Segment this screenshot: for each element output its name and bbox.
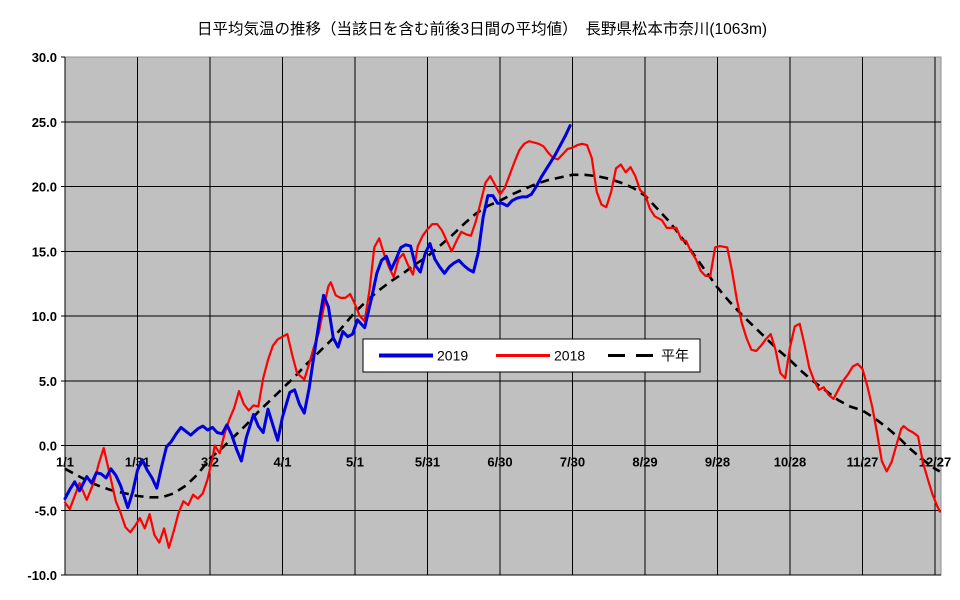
x-axis-label: 6/30 <box>487 455 512 470</box>
legend-label-2019: 2019 <box>437 348 468 364</box>
y-axis-label: 0.0 <box>39 439 57 454</box>
y-axis-label: 15.0 <box>32 244 57 259</box>
y-axis-label: 20.0 <box>32 180 57 195</box>
legend: 2019 2018 平年 <box>362 338 701 373</box>
series-2019-line <box>63 124 572 510</box>
chart-title: 日平均気温の推移（当該日を含む前後3日間の平均値） 長野県松本市奈川(1063m… <box>197 20 767 38</box>
y-axis-tickmarks <box>61 56 65 576</box>
y-axis-label: 30.0 <box>32 50 57 65</box>
x-axis-label: 5/1 <box>346 455 364 470</box>
x-axis-label: 12/27 <box>919 455 952 470</box>
y-axis-label: 5.0 <box>39 374 57 389</box>
x-axis-label: 9/28 <box>705 455 730 470</box>
x-axis-label: 8/29 <box>632 455 657 470</box>
vertical-gridlines <box>137 57 936 575</box>
x-axis-label: 7/30 <box>560 455 585 470</box>
x-axis-label: 10/28 <box>774 455 807 470</box>
legend-label-normal: 平年 <box>661 348 689 364</box>
x-axis-label: 5/31 <box>415 455 440 470</box>
x-axis-labels: 1/1 1/31 3/2 4/1 5/1 5/31 6/30 7/30 8/29 9/28 10/2… <box>56 455 951 470</box>
y-axis-labels: 30.0 25.0 20.0 15.0 10.0 5.0 0.0 -5.0 -10.0 <box>27 50 57 583</box>
legend-label-2018: 2018 <box>554 348 585 364</box>
x-axis-tickmarks <box>64 445 936 451</box>
y-axis-label: -10.0 <box>27 568 57 583</box>
x-axis-label: 1/1 <box>56 455 74 470</box>
x-axis-label: 11/27 <box>847 455 879 470</box>
y-axis-label: -5.0 <box>35 503 57 518</box>
x-axis-label: 4/1 <box>273 455 291 470</box>
y-axis-label: 25.0 <box>32 115 57 130</box>
series-2018-line <box>63 140 941 549</box>
y-axis-label: 10.0 <box>32 309 57 324</box>
